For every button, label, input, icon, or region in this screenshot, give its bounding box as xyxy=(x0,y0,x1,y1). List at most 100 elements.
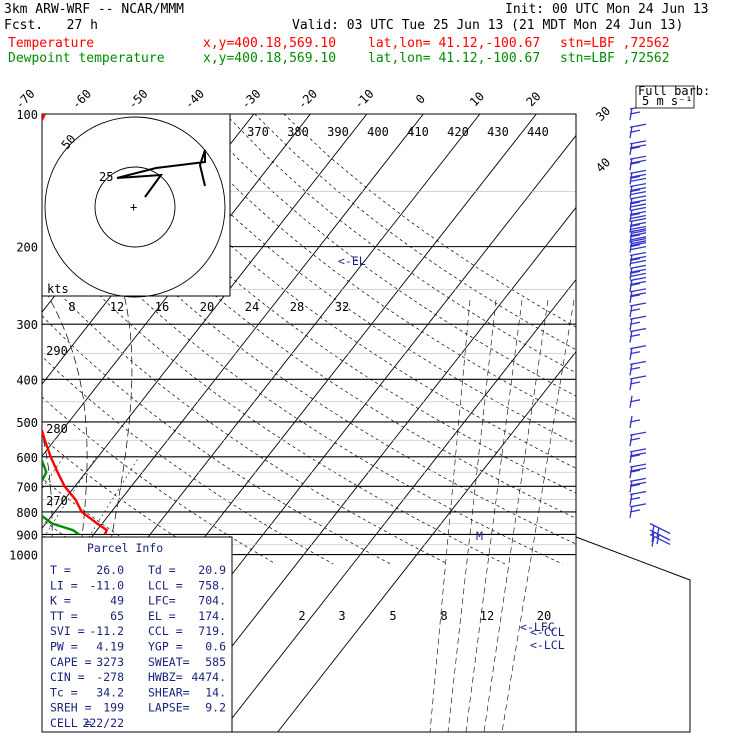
parcel-value: 3273 xyxy=(96,655,124,669)
barb-stem xyxy=(629,347,633,360)
theta-left-label: 290 xyxy=(46,344,68,358)
mixing-ratio-label: 12 xyxy=(480,609,494,623)
parcel-value: 704. xyxy=(198,594,226,608)
parcel-value: 758. xyxy=(198,578,226,592)
parcel-label: SHEAR= xyxy=(148,685,190,699)
wind-barb xyxy=(629,169,647,185)
barb-flag xyxy=(630,214,647,220)
parcel-box-bg xyxy=(41,536,233,733)
barb-flag xyxy=(629,140,647,145)
barb-flag xyxy=(629,182,647,188)
parcel-label: CIN = xyxy=(50,670,85,684)
wind-barb xyxy=(629,490,647,506)
temperature-tick-label: -20 xyxy=(295,87,320,112)
wind-barb xyxy=(629,276,647,292)
theta-e-line xyxy=(465,299,523,732)
temperature-tick-label: 10 xyxy=(467,89,487,109)
wind-barb xyxy=(629,395,641,408)
parcel-value: 174. xyxy=(198,609,226,623)
barb-flag xyxy=(629,302,647,307)
parcel-label: CAPE = xyxy=(50,655,92,669)
parcel-label: K = xyxy=(50,594,71,608)
parcel-label: SWEAT= xyxy=(148,655,190,669)
barb-stem xyxy=(629,377,633,391)
wind-barb xyxy=(629,123,647,139)
wind-barb xyxy=(629,431,647,447)
parcel-label: CELL = xyxy=(50,716,92,730)
pressure-tick-label: 900 xyxy=(16,528,38,542)
hodo-speed-label: 32 xyxy=(335,300,349,314)
barb-stem xyxy=(629,254,633,267)
wind-barb xyxy=(649,533,671,547)
parcel-value: 222/22 xyxy=(82,716,124,730)
barb-flag xyxy=(629,477,647,482)
theta-e-line xyxy=(447,299,497,732)
wind-barb xyxy=(629,288,647,303)
barb-staff xyxy=(649,533,671,546)
m-marker: M xyxy=(476,529,483,543)
dry-adiabat-line xyxy=(254,114,576,351)
barb-flag xyxy=(630,236,647,241)
barb-stem xyxy=(629,220,633,233)
wind-barb xyxy=(629,206,647,222)
barb-flag xyxy=(630,159,647,164)
dewpoint-station: stn=LBF ,72562 xyxy=(560,51,670,66)
barb-stem xyxy=(629,304,633,318)
barb-flag xyxy=(651,525,655,536)
parcel-value: 0.6 xyxy=(205,640,226,654)
barb-flag xyxy=(629,375,647,380)
parcel-label: LCL = xyxy=(148,578,183,592)
dewpoint-xy: x,y=400.18,569.10 xyxy=(203,51,337,66)
isotherm-line xyxy=(220,278,576,732)
wind-barb xyxy=(629,315,647,331)
hodo-ring-label: 25 xyxy=(99,170,113,184)
barb-flag xyxy=(629,288,647,293)
parcel-value: 4474. xyxy=(191,670,226,684)
wind-barb xyxy=(629,217,647,235)
isotherm-line xyxy=(42,114,368,529)
barb-flag xyxy=(629,123,647,128)
parcel-value: -11.2 xyxy=(89,624,124,638)
wind-barb xyxy=(629,140,647,155)
barb-flag xyxy=(629,503,647,508)
parcel-label: SREH = xyxy=(50,701,92,715)
barb-stem xyxy=(629,395,633,408)
barb-stem xyxy=(629,267,633,280)
barb-staff xyxy=(649,529,671,541)
theta-e-line xyxy=(501,299,575,732)
barb-stem xyxy=(629,142,633,155)
temperature-tick-label: 30 xyxy=(593,104,613,124)
barb-flag xyxy=(629,345,647,350)
barb-flag xyxy=(630,232,647,237)
wind-barb xyxy=(629,228,647,245)
barb-flag xyxy=(630,467,647,472)
pressure-tick-label: 600 xyxy=(16,451,38,465)
isotherm-line xyxy=(164,206,576,732)
mixing-ratio-label: 20 xyxy=(537,609,551,623)
hodo-origin: + xyxy=(130,200,137,214)
barb-flag xyxy=(629,431,647,436)
barb-flag xyxy=(629,206,647,212)
isotherm-line xyxy=(42,114,424,602)
pressure-tick-label: 500 xyxy=(16,416,38,430)
barb-stem xyxy=(629,185,633,198)
barb-flag xyxy=(629,228,647,233)
hodo-trace xyxy=(116,149,206,198)
parcel-value: 719. xyxy=(198,624,226,638)
hodo-speed-label: 16 xyxy=(155,300,169,314)
dry-adiabat-line xyxy=(78,114,576,494)
ccl-marker: <-CCL xyxy=(530,625,565,639)
barb-flag xyxy=(629,195,647,200)
barb-stem xyxy=(629,330,633,343)
parcel-label: Tc = xyxy=(50,685,78,699)
barb-flag xyxy=(629,217,647,223)
barb-flag xyxy=(629,251,647,257)
barb-flag xyxy=(630,268,647,274)
hodo-speed-label: 24 xyxy=(245,300,259,314)
barb-flag xyxy=(630,203,647,208)
hodo-units: kts xyxy=(47,282,69,296)
dewpoint-latlon: lat,lon= 41.12,-100.67 xyxy=(368,51,541,66)
temperature-tick-label: -60 xyxy=(69,87,94,112)
pressure-tick-label: 400 xyxy=(16,373,38,387)
theta-e-line xyxy=(483,299,549,732)
